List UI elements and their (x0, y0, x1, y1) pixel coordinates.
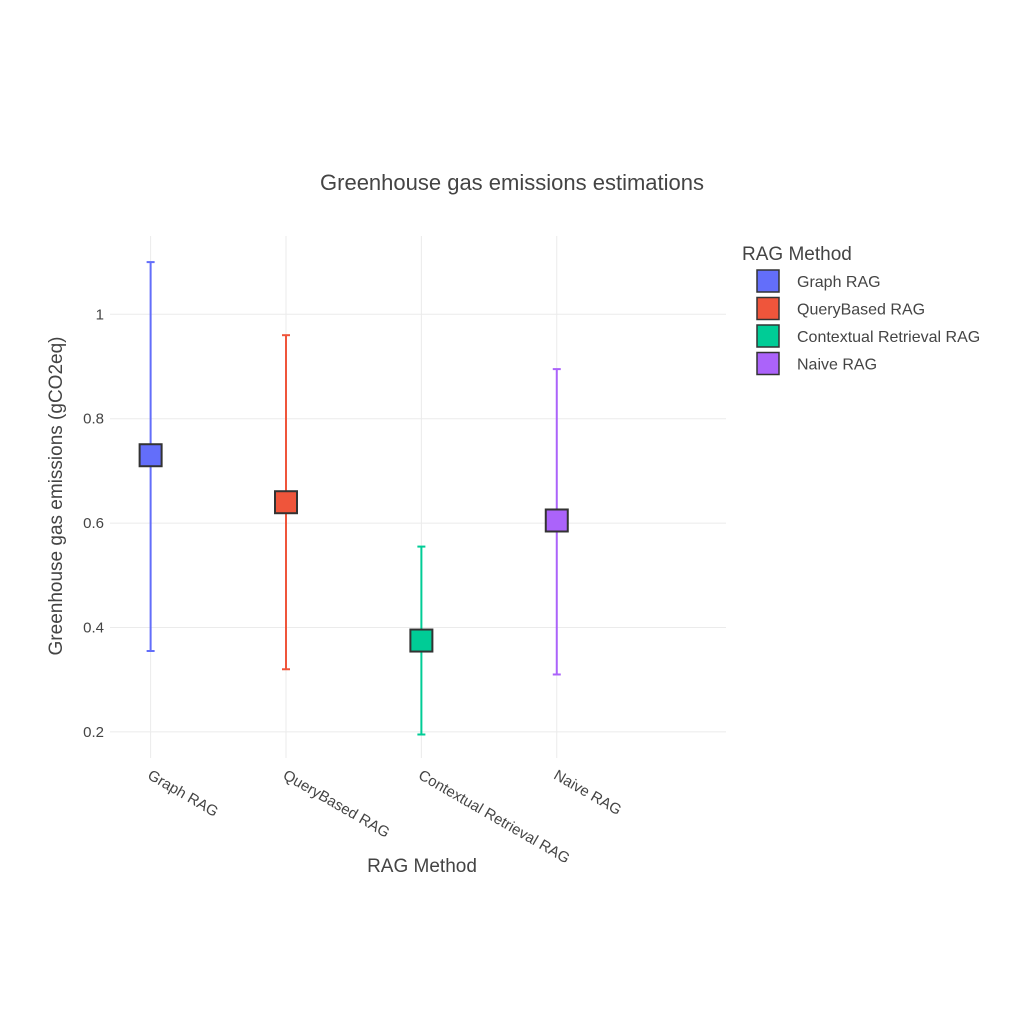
legend-label: QueryBased RAG (797, 302, 925, 319)
y-tick-label: 0.6 (83, 515, 104, 532)
y-axis-ticks: 0.2 0.4 0.6 0.8 1 (83, 306, 104, 741)
x-axis-ticks: Graph RAG QueryBased RAG Contextual Retrie… (145, 767, 625, 868)
legend-swatch (756, 351, 780, 376)
legend-swatch (756, 269, 780, 293)
x-axis-title: RAG Method (367, 856, 477, 877)
y-tick-label: 1 (96, 306, 104, 323)
legend-item[interactable]: Contextual Retrieval RAG (756, 324, 980, 348)
legend-item[interactable]: QueryBased RAG (756, 296, 925, 321)
data-marks (138, 261, 569, 736)
series-3 (544, 368, 569, 676)
y-axis-title: Greenhouse gas emissions (gCO2eq) (46, 337, 67, 656)
grid (110, 236, 726, 758)
chart-title: Greenhouse gas emissions estimations (320, 170, 704, 195)
x-tick-label: Graph RAG (145, 767, 221, 821)
legend-label: Contextual Retrieval RAG (797, 329, 980, 346)
x-tick-label: QueryBased RAG (280, 767, 392, 842)
y-tick-label: 0.4 (83, 620, 104, 637)
legend-item[interactable]: Graph RAG (756, 269, 881, 293)
data-point (138, 443, 163, 468)
legend: RAG Method Graph RAG QueryBased RAG Contex… (742, 244, 980, 376)
x-tick-label: Contextual Retrieval RAG (415, 767, 572, 868)
x-tick-label: Naive RAG (551, 767, 624, 819)
legend-label: Naive RAG (797, 357, 877, 374)
legend-title: RAG Method (742, 244, 852, 265)
data-point (274, 490, 298, 515)
legend-swatch (756, 324, 780, 348)
data-point (409, 628, 434, 653)
legend-label: Graph RAG (797, 274, 881, 291)
y-tick-label: 0.2 (83, 724, 104, 741)
legend-item[interactable]: Naive RAG (756, 351, 877, 376)
series-1 (274, 334, 298, 671)
series-2 (409, 545, 434, 736)
legend-swatch (756, 296, 780, 321)
y-tick-label: 0.8 (83, 411, 104, 428)
series-0 (138, 261, 163, 652)
data-point (544, 508, 569, 533)
